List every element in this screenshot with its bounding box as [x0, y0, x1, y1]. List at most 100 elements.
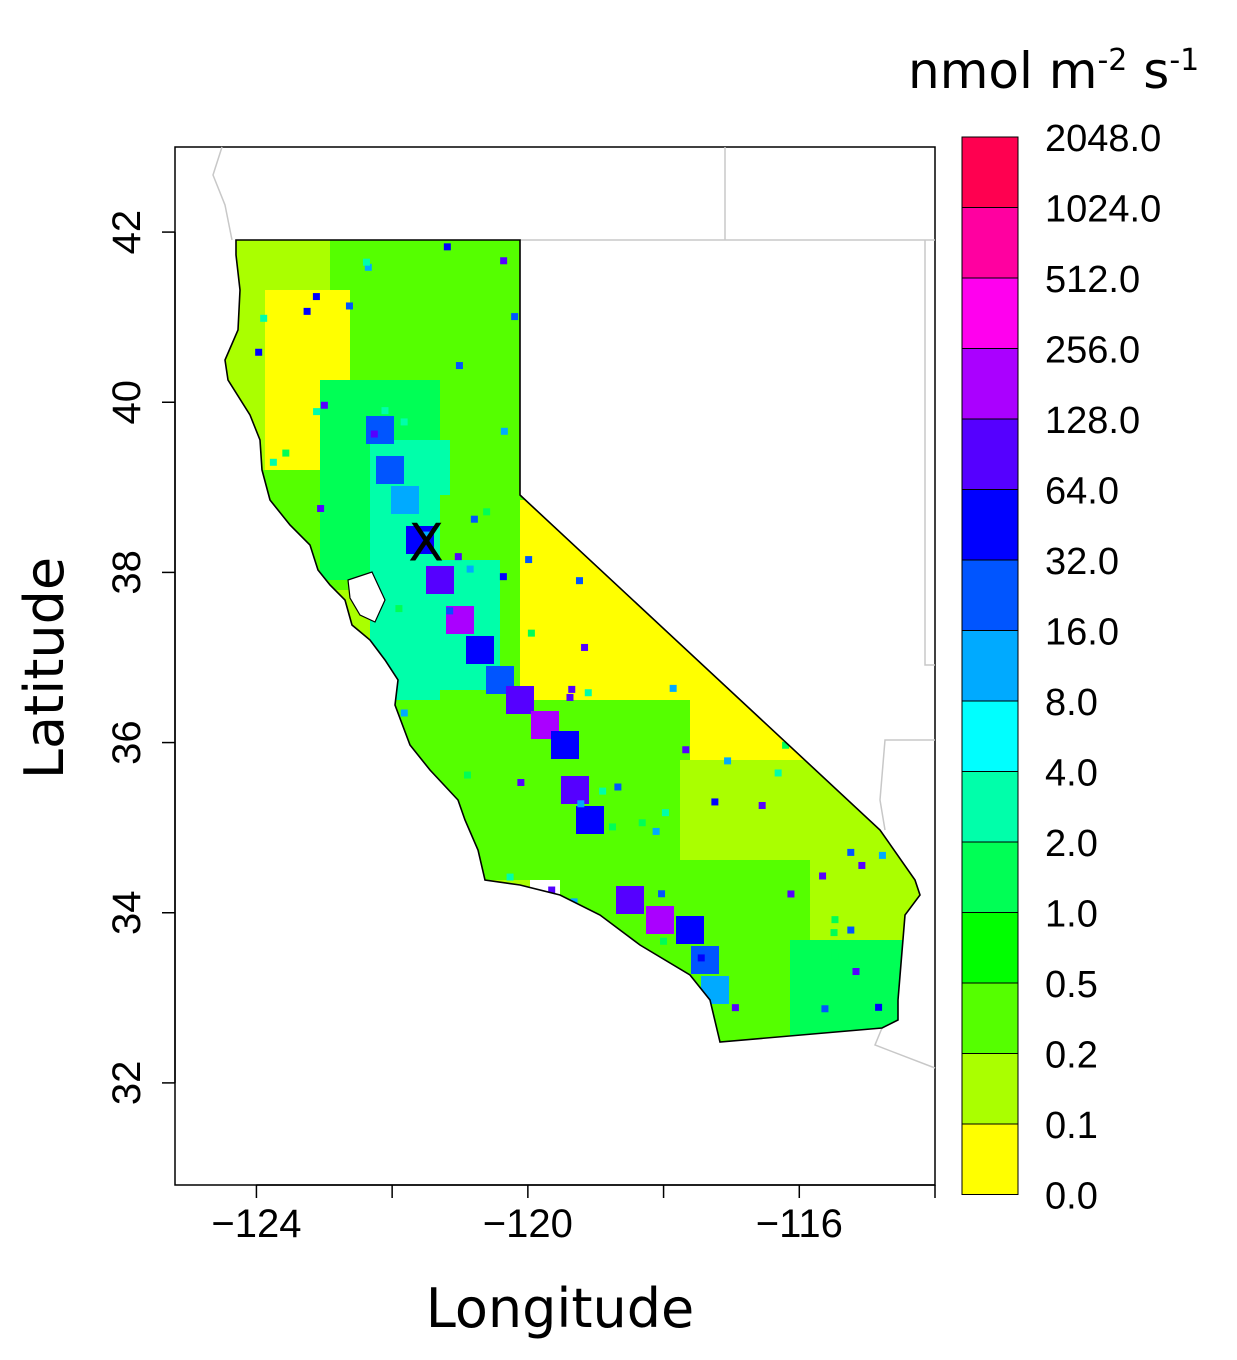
heat-cell — [362, 258, 370, 266]
y-tick-label: 38 — [105, 550, 149, 595]
legend-swatch — [961, 1123, 1019, 1195]
legend-unit-sup1: -2 — [1097, 43, 1127, 78]
heat-cell — [830, 929, 838, 937]
heat-cell — [454, 553, 462, 561]
legend-label: 512.0 — [1045, 259, 1140, 301]
heat-cell — [819, 872, 827, 880]
heat-cell — [774, 769, 782, 777]
heat-cell — [697, 954, 705, 962]
heat-cell — [443, 243, 451, 251]
heat-cell — [782, 741, 790, 749]
heat-cell — [658, 890, 666, 898]
legend-label: 0.5 — [1045, 964, 1098, 1006]
heat-cell — [614, 783, 622, 791]
legend-swatch — [961, 700, 1019, 772]
legend-label: 2.0 — [1045, 823, 1098, 865]
legend-label: 1024.0 — [1045, 189, 1161, 231]
legend-swatch — [961, 1053, 1019, 1125]
legend-label: 2048.0 — [1045, 118, 1161, 160]
color-legend: 2048.0 1024.0 512.0 256.0 128.0 64.0 32.0 16.0 8… — [961, 118, 1161, 1218]
heat-cell — [525, 556, 533, 564]
heat-cell — [858, 861, 866, 869]
heat-cell — [676, 916, 704, 944]
y-tick-label: 40 — [105, 380, 149, 425]
legend-swatch — [961, 559, 1019, 631]
y-axis: 32 34 36 38 40 42 — [105, 210, 176, 1106]
y-tick-label: 36 — [105, 720, 149, 765]
heat-cell — [577, 800, 585, 808]
heat-cell — [395, 605, 403, 613]
legend-unit-mid: s — [1127, 42, 1169, 100]
heat-cell — [370, 430, 378, 438]
heat-cell — [260, 314, 268, 322]
legend-label: 1.0 — [1045, 894, 1098, 936]
heat-cell — [313, 408, 321, 416]
heat-cell — [426, 566, 454, 594]
heat-cell — [400, 709, 408, 717]
heat-cell — [831, 952, 839, 960]
legend-swatch — [961, 207, 1019, 279]
heat-cell — [831, 916, 839, 924]
heat-cell — [345, 302, 353, 310]
site-marker: X — [408, 514, 444, 574]
heat-cell — [282, 449, 290, 457]
legend-label: 0.0 — [1045, 1176, 1098, 1218]
heat-cell — [464, 771, 472, 779]
heat-cell — [303, 307, 311, 315]
heat-cell — [669, 684, 677, 692]
heat-cell — [847, 926, 855, 934]
legend-swatch — [961, 771, 1019, 843]
legend-label: 128.0 — [1045, 400, 1140, 442]
legend-label: 8.0 — [1045, 682, 1098, 724]
heat-cell — [551, 731, 579, 759]
heat-cell — [584, 689, 592, 697]
heat-cell — [506, 873, 514, 881]
x-axis: −124 −120 −116 — [211, 1184, 936, 1246]
heat-cell — [455, 362, 463, 370]
heat-cell — [500, 427, 508, 435]
heat-cell — [499, 573, 507, 581]
legend-label: 4.0 — [1045, 753, 1098, 795]
bay-shape — [347, 571, 386, 623]
heat-cell — [821, 1005, 829, 1013]
heat-cell — [691, 946, 719, 974]
y-tick-label: 42 — [105, 210, 149, 255]
heat-cell — [852, 968, 860, 976]
x-tick-label: −120 — [483, 1202, 573, 1246]
heat-cell — [312, 293, 320, 301]
legend-swatch — [961, 418, 1019, 490]
heat-cell — [446, 607, 454, 615]
legend-label: 32.0 — [1045, 541, 1119, 583]
bay-water — [347, 571, 386, 623]
neighbor-borders — [212, 146, 936, 1069]
heat-cell — [616, 886, 644, 914]
heat-cell — [320, 401, 328, 409]
legend-unit: nmol m-2 s-1 — [908, 42, 1199, 100]
heat-cell — [364, 263, 372, 271]
heat-cell — [400, 418, 408, 426]
legend-swatch — [961, 630, 1019, 702]
heat-cell — [466, 636, 494, 664]
heat-cell — [566, 693, 574, 701]
heat-cell — [724, 757, 732, 765]
heat-cell — [391, 486, 419, 514]
heat-cell — [548, 886, 556, 894]
heat-cell — [652, 827, 660, 835]
heat-cell — [660, 937, 668, 945]
heat-cell — [517, 779, 525, 787]
legend-swatch — [961, 489, 1019, 561]
y-tick-label: 32 — [105, 1061, 149, 1106]
legend-unit-sup2: -1 — [1169, 43, 1199, 78]
heat-cell — [711, 798, 719, 806]
y-tick-label: 34 — [105, 890, 149, 935]
heat-cell — [787, 890, 795, 898]
legend-label: 64.0 — [1045, 471, 1119, 513]
heat-cell — [581, 643, 589, 651]
heat-cell — [422, 531, 430, 539]
heat-cell — [500, 257, 508, 265]
y-axis-label: Latitude — [13, 557, 76, 779]
heat-cell — [731, 1004, 739, 1012]
heat-cell — [366, 416, 394, 444]
heat-cell — [646, 906, 674, 934]
